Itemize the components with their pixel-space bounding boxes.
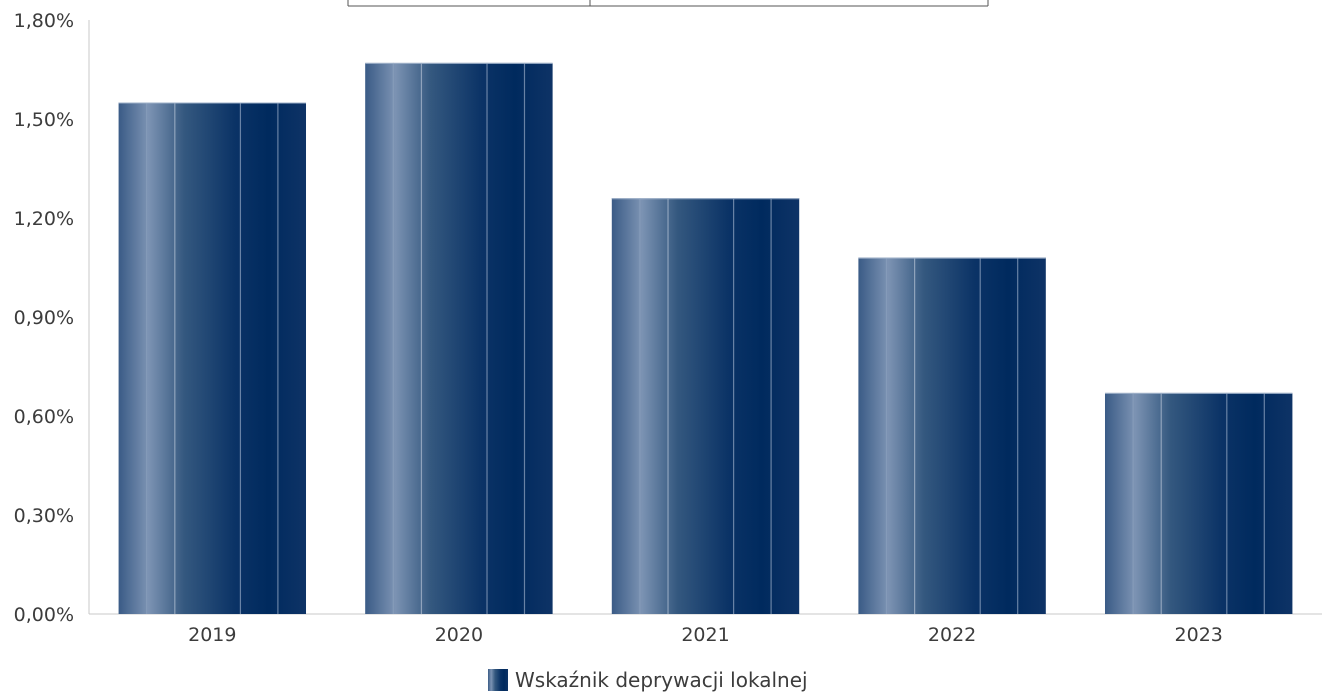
- x-tick-labels: 2019 2020 2021 2022 2023: [188, 624, 1223, 646]
- bar: [365, 62, 553, 614]
- bar-rect: [611, 198, 800, 614]
- x-tick-label: 2019: [188, 624, 236, 646]
- x-tick-label: 2020: [435, 624, 483, 646]
- bar-rect: [1104, 392, 1293, 614]
- x-tick-label: 2021: [681, 624, 729, 646]
- bar-rect: [118, 102, 307, 614]
- bar: [118, 102, 307, 614]
- bar: [611, 198, 800, 614]
- y-tick-label: 0,00%: [14, 604, 74, 626]
- y-tick-label: 1,80%: [14, 10, 74, 32]
- bar: [858, 257, 1046, 614]
- y-tick-label: 0,30%: [14, 505, 74, 527]
- y-tick-labels: 0,00% 0,30% 0,60% 0,90% 1,20% 1,50% 1,80%: [14, 10, 74, 626]
- bar-rect: [365, 62, 553, 614]
- y-tick-label: 1,50%: [14, 109, 74, 131]
- bars: [118, 62, 1293, 614]
- x-tick-label: 2022: [928, 624, 976, 646]
- bar: [1104, 392, 1293, 614]
- legend-swatch: [488, 669, 508, 691]
- legend-label: Wskaźnik deprywacji lokalnej: [515, 668, 808, 692]
- y-tick-label: 0,60%: [14, 406, 74, 428]
- x-tick-label: 2023: [1175, 624, 1223, 646]
- y-tick-label: 1,20%: [14, 208, 74, 230]
- y-tick-label: 0,90%: [14, 307, 74, 329]
- legend: Wskaźnik deprywacji lokalnej: [488, 668, 808, 692]
- top-frame: [347, 0, 989, 7]
- bar-rect: [858, 257, 1046, 614]
